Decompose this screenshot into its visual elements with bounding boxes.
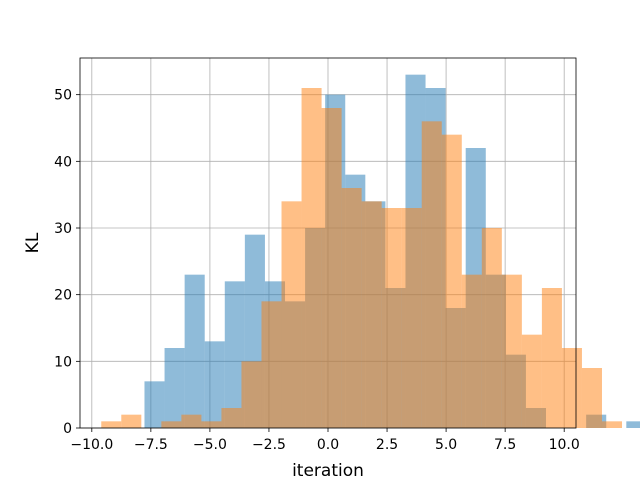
histogram-bar-series-2: [461, 274, 482, 428]
histogram-bar-series-2: [401, 208, 422, 428]
histogram-bar-series-1: [184, 274, 205, 428]
y-tick-label: 10: [54, 354, 72, 370]
y-tick-label: 50: [54, 88, 72, 104]
x-axis-ticks: −10.0 −7.5 −5.0 −2.5 0.0 2.5 5.0 7.5 10.0: [70, 428, 580, 453]
histogram-bar-series-2: [181, 414, 202, 428]
histogram-bar-series-2: [201, 421, 222, 428]
histogram-bar-series-2: [521, 334, 542, 428]
x-tick-label: −5.0: [193, 437, 227, 453]
y-tick-label: 30: [54, 221, 72, 237]
y-tick-label: 0: [63, 421, 72, 437]
x-tick-label: 5.0: [435, 437, 457, 453]
histogram-bar-series-2: [241, 361, 262, 428]
histogram-bar-series-2: [261, 301, 282, 428]
histogram-bar-series-1: [144, 381, 165, 428]
y-tick-label: 40: [54, 154, 72, 170]
histogram-bar-series-2: [501, 274, 522, 428]
x-tick-label: −2.5: [252, 437, 286, 453]
y-axis-ticks: 0 10 20 30 40 50: [54, 88, 80, 437]
histogram-bar-series-2: [581, 368, 602, 428]
histogram-bar-series-2: [601, 421, 623, 428]
histogram-bar-series-2: [321, 108, 342, 428]
x-axis-label: iteration: [292, 461, 364, 480]
histogram-bar-series-2: [221, 408, 242, 428]
y-axis-label: KL: [23, 232, 43, 253]
histogram-bar-series-2: [161, 421, 182, 428]
histogram-bar-series-2: [341, 188, 362, 428]
histogram-bar-series-2: [421, 121, 442, 428]
histogram-bar-series-1: [224, 281, 245, 428]
histogram-bar-series-2: [121, 414, 142, 428]
histogram-bar-series-2: [481, 228, 502, 428]
x-tick-label: 2.5: [376, 437, 398, 453]
x-tick-label: 10.0: [549, 437, 580, 453]
histogram-bar-series-2: [381, 208, 402, 428]
histogram-bar-series-2: [361, 201, 382, 428]
histogram-bar-series-1: [204, 341, 225, 428]
histogram-bar-series-2: [101, 421, 122, 428]
y-tick-label: 20: [54, 288, 72, 304]
x-tick-label: −10.0: [70, 437, 113, 453]
histogram-bar-series-1: [164, 348, 185, 428]
histogram-bar-series-2: [561, 348, 582, 428]
x-tick-label: 7.5: [494, 437, 516, 453]
x-tick-label: −7.5: [134, 437, 168, 453]
histogram-bar-series-2: [281, 201, 302, 428]
histogram-bar-series-2: [301, 88, 322, 428]
x-tick-label: 0.0: [317, 437, 339, 453]
histogram-bar-series-2: [441, 134, 462, 428]
histogram-bar-series-1: [626, 421, 640, 428]
histogram-bar-series-2: [541, 288, 562, 428]
histogram-bars: [101, 74, 640, 429]
